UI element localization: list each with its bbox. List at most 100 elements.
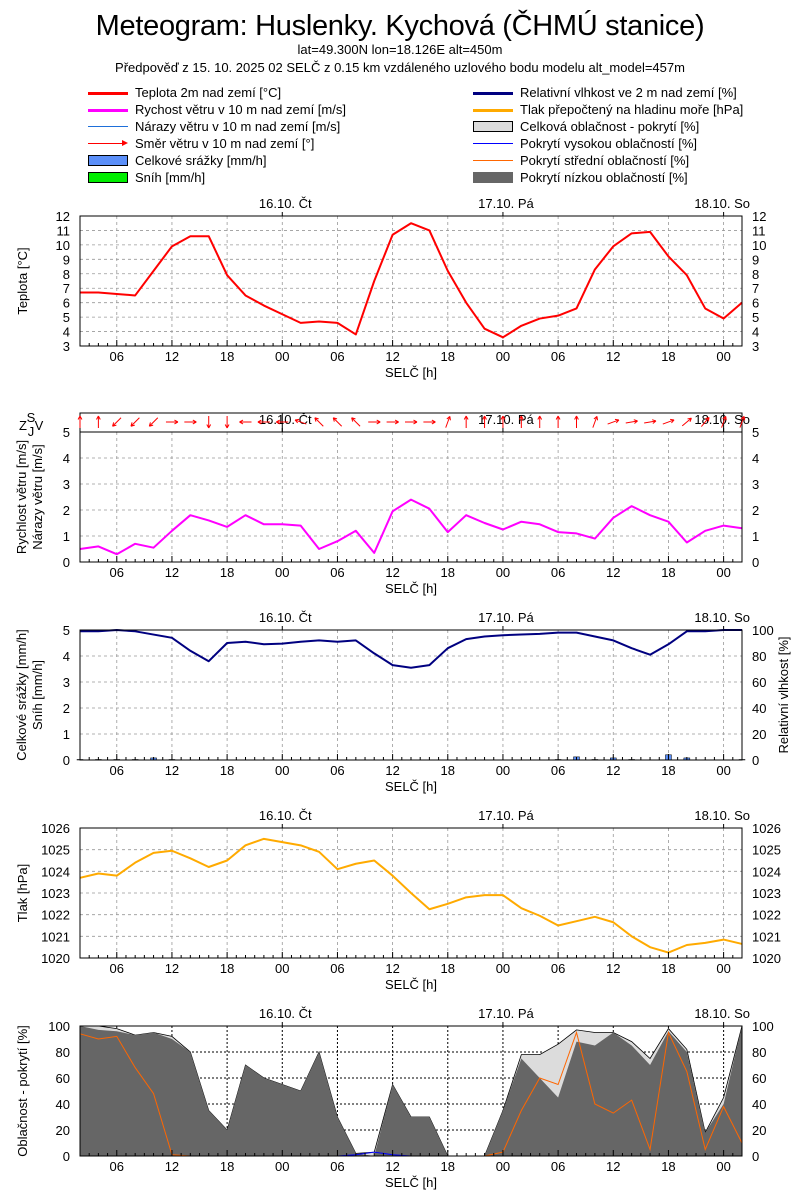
y2-tick-label: 1021	[752, 929, 781, 944]
x-tick-label: 00	[716, 565, 730, 580]
x-tick-label: 06	[110, 565, 124, 580]
y-tick-label: 7	[63, 281, 70, 296]
panel-4: 06 12 18 00 06 12 18 00 06 12 18 00 SELČ [h] 16.10. Č…	[15, 808, 781, 992]
wind-arrow	[165, 419, 179, 425]
x-tick-label: 18	[220, 763, 234, 778]
day-label: 16.10. Čt	[259, 1006, 312, 1021]
x-tick-label: 12	[606, 565, 620, 580]
wind-arrow	[555, 415, 561, 428]
green-box-icon	[88, 172, 128, 183]
x-tick-label: 12	[385, 565, 399, 580]
y-tick-label: 1	[63, 529, 70, 544]
legend-label: Pokrytí nízkou oblačností [%]	[520, 170, 688, 185]
x-tick-label: 18	[220, 565, 234, 580]
wind-arrow	[276, 419, 289, 425]
x-tick-label: 18	[661, 961, 675, 976]
wind-arrow	[386, 419, 399, 425]
x-axis-label: SELČ [h]	[385, 581, 437, 596]
y-tick-label: 40	[56, 1097, 70, 1112]
x-tick-label: 18	[441, 565, 455, 580]
y2-tick-label: 0	[752, 753, 759, 768]
wind-arrow	[257, 419, 270, 425]
y2-tick-label: 5	[752, 425, 759, 440]
x-tick-label: 18	[220, 961, 234, 976]
wind-arrow	[607, 418, 620, 425]
x-tick-label: 12	[165, 961, 179, 976]
day-label: 16.10. Čt	[259, 196, 312, 211]
x-tick-label: 18	[661, 763, 675, 778]
compass-south-label: J	[28, 424, 35, 439]
y2-tick-label: 100	[752, 1019, 774, 1034]
y-tick-label: 1020	[41, 951, 70, 966]
x-tick-label: 12	[165, 763, 179, 778]
orange-line-icon	[473, 109, 513, 112]
x-tick-label: 06	[551, 1159, 565, 1174]
y-tick-label: 4	[63, 451, 70, 466]
x-tick-label: 00	[275, 349, 289, 364]
arrow-icon	[88, 143, 124, 144]
wind-arrow	[463, 415, 469, 428]
x-tick-label: 12	[385, 763, 399, 778]
y2-tick-label: 1020	[752, 951, 781, 966]
x-axis-label: SELČ [h]	[385, 1175, 437, 1190]
series-line	[80, 629, 742, 669]
y-tick-label: 20	[56, 1123, 70, 1138]
x-tick-label: 18	[220, 1159, 234, 1174]
y-tick-label: 2	[63, 701, 70, 716]
y-tick-label: 1021	[41, 929, 70, 944]
x-tick-label: 00	[496, 763, 510, 778]
day-label: 18.10. So	[694, 610, 750, 625]
y-axis-label: Oblačnost - pokrytí [%]	[15, 1025, 30, 1157]
wind-arrow	[148, 417, 159, 427]
wind-arrow	[681, 417, 692, 427]
day-label: 17.10. Pá	[478, 412, 534, 427]
wind-arrow	[96, 415, 101, 428]
y-tick-label: 10	[56, 238, 70, 253]
forecast-info: Předpověď z 15. 10. 2025 02 SELČ z 0.15 …	[115, 60, 685, 75]
x-axis-label: SELČ [h]	[385, 977, 437, 992]
y2-axis-label: Relativní vlhkost [%]	[776, 636, 791, 753]
y-tick-label: 1022	[41, 908, 70, 923]
x-tick-label: 06	[330, 961, 344, 976]
x-tick-label: 06	[110, 763, 124, 778]
x-tick-label: 00	[716, 1159, 730, 1174]
wind-arrow	[423, 419, 436, 425]
y2-tick-label: 7	[752, 281, 759, 296]
x-tick-label: 00	[496, 1159, 510, 1174]
x-tick-label: 06	[551, 763, 565, 778]
compass-east-label: V	[35, 418, 44, 433]
compass-north-label: S	[27, 410, 36, 425]
wind-arrow	[332, 417, 343, 427]
wind-arrow	[112, 417, 122, 427]
plot-frame	[79, 431, 743, 563]
x-tick-label: 12	[165, 565, 179, 580]
x-tick-label: 00	[275, 565, 289, 580]
y-tick-label: 5	[63, 310, 70, 325]
x-tick-label: 06	[110, 349, 124, 364]
y2-tick-label: 60	[752, 675, 766, 690]
y-axis-label: Tlak [hPa]	[15, 864, 30, 923]
y-tick-label: 5	[63, 425, 70, 440]
x-tick-label: 06	[330, 763, 344, 778]
y-axis-label: Teplota [°C]	[15, 247, 30, 314]
y2-tick-label: 20	[752, 1123, 766, 1138]
y-tick-label: 1025	[41, 843, 70, 858]
series-line	[79, 498, 743, 556]
day-label: 17.10. Pá	[478, 808, 534, 823]
y2-tick-label: 40	[752, 701, 766, 716]
x-tick-label: 12	[606, 961, 620, 976]
y2-tick-label: 3	[752, 477, 759, 492]
y-tick-label: 80	[56, 1045, 70, 1060]
x-tick-label: 12	[385, 1159, 399, 1174]
wind-arrow	[130, 417, 140, 427]
wind-arrow	[224, 416, 230, 429]
series-line	[80, 222, 743, 339]
y-tick-label: 1023	[41, 886, 70, 901]
x-tick-label: 12	[165, 349, 179, 364]
y-tick-label: 9	[63, 252, 70, 267]
wind-arrow	[184, 419, 197, 425]
x-tick-label: 00	[716, 763, 730, 778]
day-label: 16.10. Čt	[259, 610, 312, 625]
